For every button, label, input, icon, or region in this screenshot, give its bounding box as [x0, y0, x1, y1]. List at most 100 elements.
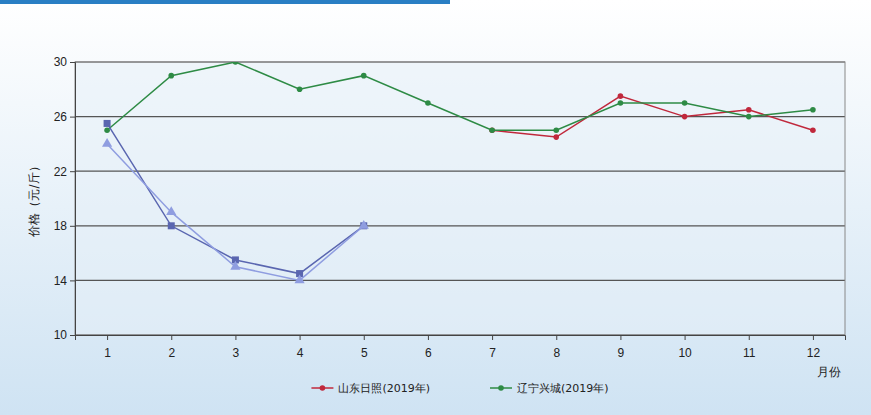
series-markers — [104, 120, 368, 277]
marker — [746, 107, 752, 113]
x-tick-label: 4 — [297, 346, 304, 360]
plot-frame — [75, 62, 845, 335]
grid-line — [75, 171, 845, 172]
legend: 山东日照(2019年) 辽宁兴城(2019年) — [311, 382, 608, 395]
x-tick-label: 5 — [361, 346, 368, 360]
y-tick: 30 — [54, 55, 75, 69]
x-tick-mark — [300, 335, 301, 340]
marker — [297, 87, 303, 93]
header-bar — [0, 0, 450, 4]
marker — [425, 100, 431, 106]
x-tick-mark — [235, 335, 236, 340]
x-tick-label: 8 — [553, 346, 560, 360]
grid-line — [75, 280, 845, 281]
grid — [75, 62, 845, 335]
marker — [553, 127, 559, 133]
y-tick: 14 — [54, 274, 75, 288]
y-tick-label: 14 — [54, 274, 68, 288]
marker — [168, 73, 174, 79]
legend-item: 山东日照(2019年) — [311, 382, 430, 395]
marker — [810, 107, 816, 113]
marker — [104, 120, 111, 127]
x-tick-mark — [620, 335, 621, 340]
legend-marker — [320, 385, 326, 391]
marker — [166, 206, 176, 215]
marker — [233, 62, 239, 65]
marker — [489, 127, 495, 133]
x-tick-mark — [492, 335, 493, 340]
y-tick: 26 — [54, 110, 75, 124]
marker — [359, 220, 369, 229]
x-tick: 12 — [807, 335, 821, 360]
marker — [489, 127, 495, 133]
y-tick-label: 18 — [54, 219, 68, 233]
x-tick: 11 — [743, 335, 756, 360]
x-axis-title: 月份 — [817, 365, 841, 379]
legend-item: 辽宁兴城(2019年) — [490, 382, 609, 395]
y-tick: 18 — [54, 219, 75, 233]
y-tick-label: 26 — [54, 110, 68, 124]
x-tick-mark — [685, 335, 686, 340]
x-tick-mark — [813, 335, 814, 340]
x-tick-mark — [749, 335, 750, 340]
marker — [553, 134, 559, 140]
y-tick-mark — [70, 226, 75, 227]
plot-area — [75, 62, 845, 335]
x-tick-label: 1 — [104, 346, 111, 360]
grid-line — [75, 225, 845, 226]
x-tick-label: 10 — [678, 346, 692, 360]
y-tick-label: 30 — [54, 55, 68, 69]
x-tick-label: 6 — [425, 346, 432, 360]
x-tick-mark — [171, 335, 172, 340]
x-tick: 7 — [489, 335, 496, 360]
y-tick-mark — [70, 117, 75, 118]
legend-label: 辽宁兴城(2019年) — [517, 382, 609, 395]
marker — [682, 100, 688, 106]
x-tick-label: 9 — [618, 346, 625, 360]
y-tick-mark — [70, 62, 75, 63]
x-tick: 8 — [553, 335, 560, 360]
x-axis-line — [76, 336, 846, 341]
marker — [618, 93, 624, 99]
marker — [810, 127, 816, 133]
x-tick-label: 11 — [743, 346, 756, 360]
x-tick: 2 — [168, 335, 175, 360]
x-axis: 123456789101112 — [76, 335, 846, 360]
x-tick: 1 — [104, 335, 111, 360]
series-line — [107, 123, 364, 273]
x-tick: 5 — [361, 335, 368, 360]
x-tick: 10 — [678, 335, 692, 360]
legend-label: 山东日照(2019年) — [338, 382, 430, 395]
legend-marker — [498, 385, 504, 391]
plot-marks — [102, 62, 816, 283]
series-markers — [489, 93, 815, 140]
y-axis-title: 价格（元/斤） — [27, 160, 41, 237]
marker — [102, 138, 112, 147]
marker — [361, 73, 367, 79]
y-axis: 10 14 18 22 26 30 — [54, 55, 76, 342]
series-markers — [104, 62, 815, 133]
marker — [618, 100, 624, 106]
marker — [230, 261, 240, 270]
marker — [746, 114, 752, 120]
x-tick-mark — [364, 335, 365, 340]
x-tick-label: 12 — [807, 346, 821, 360]
x-tick-mark — [428, 335, 429, 340]
chart: 101418222630123456789101112价格（元/斤）月份山东日照… — [0, 0, 871, 415]
y-tick-label: 10 — [54, 328, 68, 342]
x-tick: 4 — [297, 335, 304, 360]
y-axis-line — [70, 63, 76, 336]
y-tick-label: 22 — [54, 165, 68, 179]
series-line — [107, 62, 813, 130]
marker — [294, 275, 304, 284]
y-tick-mark — [70, 171, 75, 172]
x-tick-mark — [556, 335, 557, 340]
y-tick-mark — [70, 335, 75, 336]
y-tick-mark — [70, 280, 75, 281]
x-tick-label: 2 — [168, 346, 175, 360]
series-line — [107, 144, 364, 281]
marker — [168, 222, 175, 229]
y-tick: 10 — [54, 328, 75, 342]
background — [0, 0, 871, 415]
x-tick-label: 7 — [489, 346, 496, 360]
